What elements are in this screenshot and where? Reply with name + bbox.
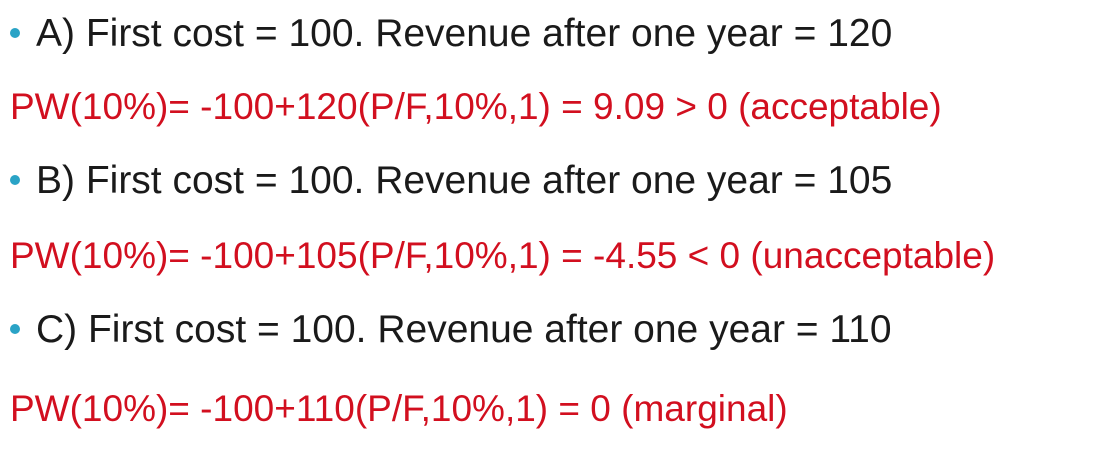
result-b: PW(10%)= -100+105(P/F,10%,1) = -4.55 < 0…: [10, 235, 996, 276]
statement-c: C) First cost = 100. Revenue after one y…: [36, 308, 892, 351]
bullet-icon: [10, 174, 20, 185]
bullet-item-a: A) First cost = 100. Revenue after one y…: [10, 14, 892, 53]
result-c: PW(10%)= -100+110(P/F,10%,1) = 0 (margin…: [10, 388, 788, 429]
bullet-item-b: B) First cost = 100. Revenue after one y…: [10, 161, 892, 200]
bullet-item-c: C) First cost = 100. Revenue after one y…: [10, 310, 892, 349]
statement-b: B) First cost = 100. Revenue after one y…: [36, 159, 893, 202]
statement-a: A) First cost = 100. Revenue after one y…: [36, 12, 893, 55]
bullet-icon: [10, 27, 20, 38]
result-a: PW(10%)= -100+120(P/F,10%,1) = 9.09 > 0 …: [10, 86, 942, 127]
bullet-icon: [10, 323, 20, 334]
